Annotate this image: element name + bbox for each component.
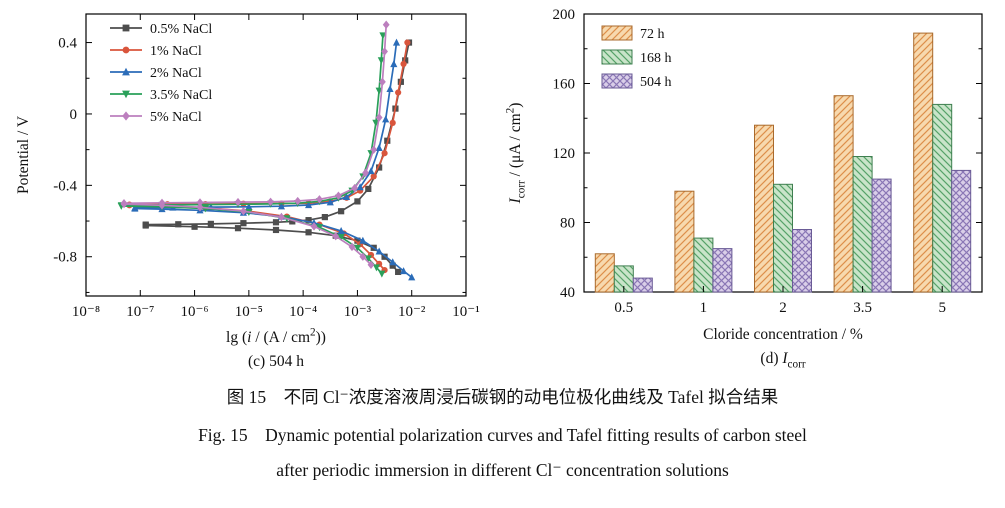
charts-row: 10⁻⁸ 10⁻⁷ 10⁻⁶ 10⁻⁵ 10⁻⁴ 10⁻³ 10⁻² 10⁻¹ -0.8 -0.4… <box>15 7 983 370</box>
svg-text:10⁻³: 10⁻³ <box>344 304 372 320</box>
svg-text:Cloride concentration / %: Cloride concentration / % <box>703 326 863 343</box>
bar-72h-2 <box>753 124 774 293</box>
bar-504h-5 <box>950 169 971 293</box>
svg-text:10⁻⁴: 10⁻⁴ <box>289 304 317 320</box>
svg-text:5: 5 <box>938 300 946 316</box>
bar-504h-1 <box>711 248 732 293</box>
svg-text:10⁻⁵: 10⁻⁵ <box>235 304 263 320</box>
svg-text:0.5: 0.5 <box>614 300 633 316</box>
figure-15: 10⁻⁸ 10⁻⁷ 10⁻⁶ 10⁻⁵ 10⁻⁴ 10⁻³ 10⁻² 10⁻¹ -0.8 -0.4… <box>0 7 1005 481</box>
bar-72h-3.5 <box>833 95 854 293</box>
svg-text:3.5: 3.5 <box>853 300 872 316</box>
bar-groups <box>594 32 971 293</box>
svg-text:72 h: 72 h <box>640 27 665 42</box>
svg-text:2: 2 <box>779 300 787 316</box>
svg-text:2% NaCl: 2% NaCl <box>150 66 202 81</box>
svg-text:160: 160 <box>552 77 575 93</box>
svg-text:lg (i / (A / cm2)): lg (i / (A / cm2)) <box>226 327 326 347</box>
svg-text:200: 200 <box>552 7 575 23</box>
bar-168h-2 <box>772 183 793 293</box>
caption-chinese: 图 15 不同 Cl⁻浓度溶液周浸后碳钢的动电位极化曲线及 Tafel 拟合结果 <box>226 387 779 407</box>
svg-text:1: 1 <box>699 300 707 316</box>
svg-text:1% NaCl: 1% NaCl <box>150 44 202 59</box>
polarization-chart: 10⁻⁸ 10⁻⁷ 10⁻⁶ 10⁻⁵ 10⁻⁴ 10⁻³ 10⁻² 10⁻¹ -0.8 -0.4… <box>15 13 480 370</box>
legend: 72 h 168 h 504 h <box>601 25 672 90</box>
svg-text:80: 80 <box>560 216 575 232</box>
svg-text:504 h: 504 h <box>640 75 672 90</box>
svg-text:10⁻⁶: 10⁻⁶ <box>180 304 208 320</box>
svg-text:0.4: 0.4 <box>58 36 77 52</box>
svg-text:40: 40 <box>560 285 575 301</box>
svg-text:10⁻¹: 10⁻¹ <box>452 304 479 320</box>
svg-text:0: 0 <box>70 107 78 123</box>
bar-168h-5 <box>931 103 952 293</box>
svg-text:5% NaCl: 5% NaCl <box>150 110 202 125</box>
bar-72h-0.5 <box>594 253 615 293</box>
bar-168h-3.5 <box>852 156 873 293</box>
bar-504h-3.5 <box>871 178 892 293</box>
svg-text:Icorr / (μA / cm2): Icorr / (μA / cm2) <box>504 103 527 205</box>
series-5-nacl <box>120 20 390 269</box>
svg-text:3.5% NaCl: 3.5% NaCl <box>150 88 212 103</box>
svg-text:168 h: 168 h <box>640 51 672 66</box>
svg-text:120: 120 <box>552 146 575 162</box>
bar-72h-5 <box>912 32 933 293</box>
svg-text:10⁻⁸: 10⁻⁸ <box>72 304 100 320</box>
svg-text:(d) Icorr: (d) Icorr <box>760 350 805 370</box>
bar-504h-2 <box>791 229 812 293</box>
svg-text:0.5% NaCl: 0.5% NaCl <box>150 22 212 37</box>
bar-504h-0.5 <box>632 277 653 293</box>
svg-text:Potential / V: Potential / V <box>15 115 32 194</box>
caption-english-line2: after periodic immersion in different Cl… <box>276 460 729 480</box>
caption-english-line1: Fig. 15 Dynamic potential polarization c… <box>198 425 807 445</box>
bar-72h-1 <box>673 190 694 293</box>
bar-168h-1 <box>692 237 713 293</box>
svg-text:(c) 504 h: (c) 504 h <box>248 353 304 370</box>
svg-text:-0.4: -0.4 <box>53 178 77 194</box>
svg-text:10⁻²: 10⁻² <box>398 304 426 320</box>
figure-captions: 图 15 不同 Cl⁻浓度溶液周浸后碳钢的动电位极化曲线及 Tafel 拟合结果… <box>0 384 1005 481</box>
svg-text:10⁻⁷: 10⁻⁷ <box>126 304 154 320</box>
legend: 0.5% NaCl 1% NaCl 2% NaCl 3.5% NaCl 5% NaCl <box>110 22 212 125</box>
icorr-bar-chart: 40 80 120 160 200 0.5 1 2 3.5 5 Cloride concentrat… <box>504 7 983 370</box>
svg-text:-0.8: -0.8 <box>53 250 77 266</box>
